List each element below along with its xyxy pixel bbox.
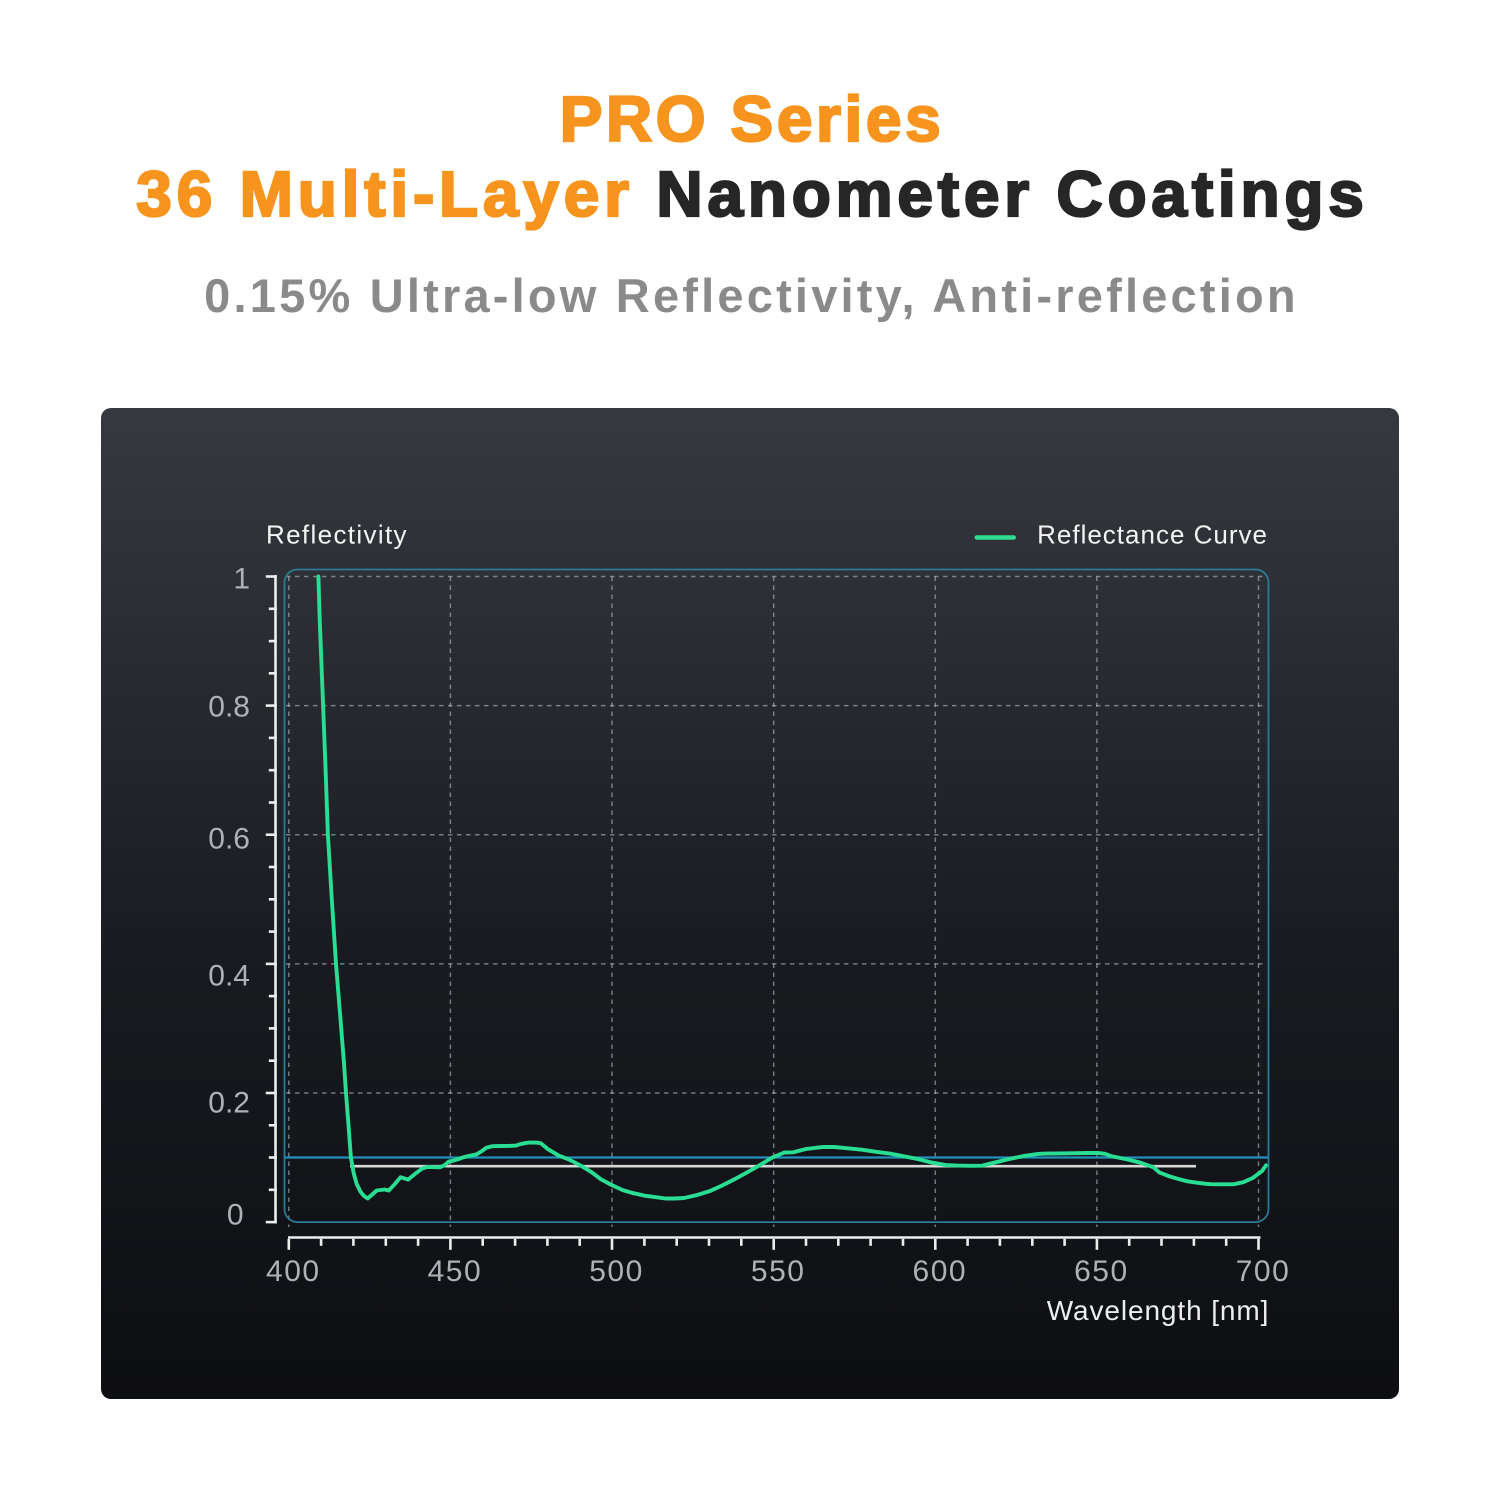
- svg-text:Wavelength [nm]: Wavelength [nm]: [1047, 1295, 1270, 1326]
- svg-text:450: 450: [428, 1255, 483, 1288]
- svg-text:500: 500: [589, 1255, 644, 1288]
- svg-text:1: 1: [233, 563, 250, 596]
- svg-text:0.2: 0.2: [208, 1087, 250, 1120]
- svg-text:400: 400: [266, 1255, 321, 1288]
- svg-text:0.8: 0.8: [208, 691, 250, 724]
- svg-text:600: 600: [913, 1255, 968, 1288]
- svg-text:0.4: 0.4: [208, 960, 250, 993]
- svg-text:0.6: 0.6: [208, 823, 250, 856]
- svg-text:550: 550: [751, 1255, 806, 1288]
- svg-text:Reflectivity: Reflectivity: [266, 520, 408, 550]
- svg-text:Reflectance Curve: Reflectance Curve: [1037, 520, 1268, 550]
- svg-text:700: 700: [1236, 1255, 1291, 1288]
- svg-text:650: 650: [1074, 1255, 1129, 1288]
- svg-text:0: 0: [227, 1199, 244, 1232]
